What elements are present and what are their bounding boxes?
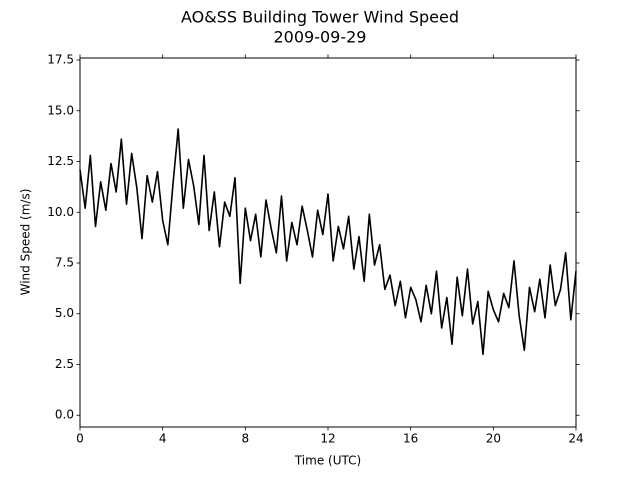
x-tick-label: 12 xyxy=(320,432,335,446)
y-tick-label: 12.5 xyxy=(47,154,74,168)
y-tick-label: 17.5 xyxy=(47,53,74,67)
x-axis-label: Time (UTC) xyxy=(294,454,361,468)
x-tick-label: 20 xyxy=(486,432,501,446)
x-tick-label: 8 xyxy=(242,432,250,446)
y-tick-label: 7.5 xyxy=(55,256,74,270)
y-tick-label: 15.0 xyxy=(47,103,74,117)
chart-subtitle: 2009-09-29 xyxy=(274,28,367,47)
x-tick-label: 4 xyxy=(159,432,167,446)
x-tick-label: 24 xyxy=(568,432,583,446)
y-tick-label: 2.5 xyxy=(55,357,74,371)
data-line xyxy=(79,128,577,356)
y-tick-label: 0.0 xyxy=(55,408,74,422)
y-tick-label: 5.0 xyxy=(55,306,74,320)
x-tick-label: 0 xyxy=(76,432,84,446)
y-tick-label: 10.0 xyxy=(47,205,74,219)
x-tick-label: 16 xyxy=(403,432,418,446)
chart-title: AO&SS Building Tower Wind Speed xyxy=(181,8,459,27)
y-axis-label: Wind Speed (m/s) xyxy=(19,189,33,296)
plot-frame xyxy=(79,57,577,428)
